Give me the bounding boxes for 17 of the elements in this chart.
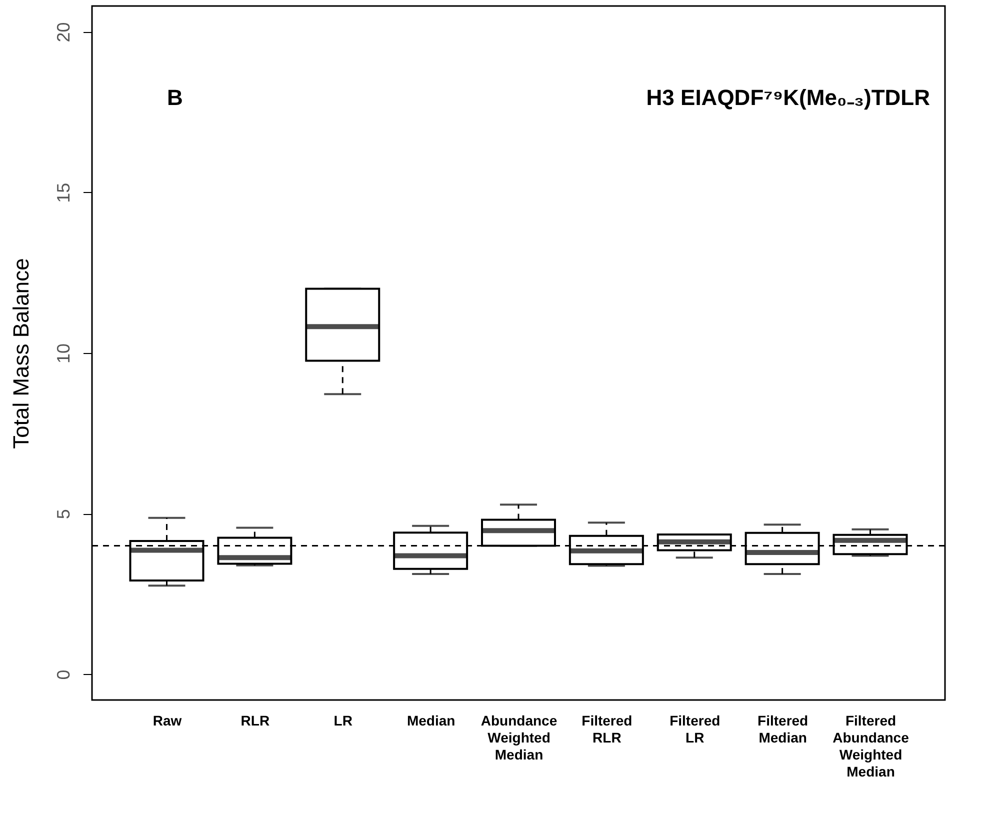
x-tick-label: Filtered LR [670, 712, 720, 746]
annotation: H3 EIAQDF⁷⁹K(Me₀₋₃)TDLR [646, 85, 930, 110]
x-tick-label: Filtered Median [758, 712, 808, 746]
x-tick-label: Raw [152, 712, 182, 728]
y-tick-label: 0 [54, 670, 74, 680]
y-tick-label: 10 [54, 343, 74, 364]
x-tick-label: Filtered RLR [582, 712, 632, 746]
x-tick-label: Median [406, 712, 456, 728]
x-tick-label: RLR [240, 712, 270, 728]
y-tick-label: 20 [54, 22, 74, 42]
x-tick-label: Abundance Weighted Median [480, 712, 558, 762]
y-tick-label: 15 [54, 182, 74, 203]
x-tick-label: LR [334, 712, 352, 728]
x-tick-label: Filtered Abundance Weighted Median [832, 712, 910, 780]
annotation: B [167, 85, 183, 110]
y-tick-label: 5 [54, 509, 74, 520]
y-axis-title: Total Mass Balance [8, 258, 34, 449]
